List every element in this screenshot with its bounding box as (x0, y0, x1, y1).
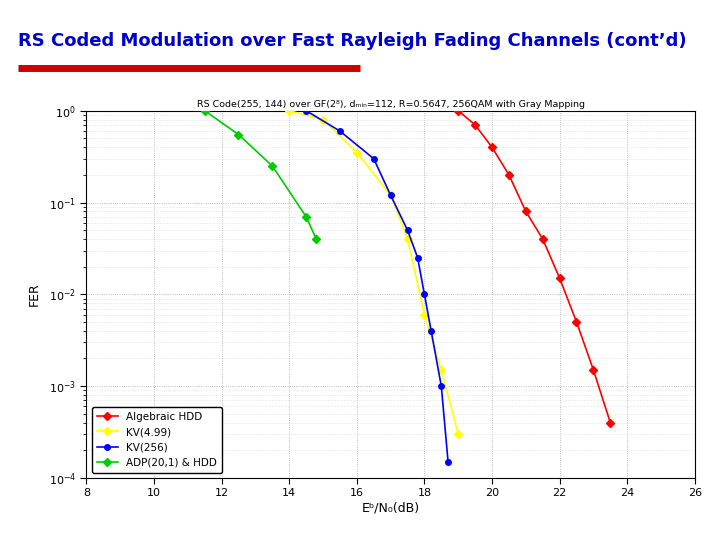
Y-axis label: FER: FER (28, 282, 41, 306)
Algebraic HDD (539, 236, 547, 242)
KV(4.99) (285, 107, 294, 114)
KV(4.99) (454, 431, 462, 437)
ADP(20,1) & HDD (302, 213, 310, 220)
ADP(20,1) & HDD (268, 163, 276, 169)
Legend: Algebraic HDD, KV(4.99), KV(256), ADP(20,1) & HDD: Algebraic HDD, KV(4.99), KV(256), ADP(20… (91, 407, 222, 472)
KV(256) (437, 383, 446, 389)
Algebraic HDD (572, 319, 581, 325)
Algebraic HDD (454, 107, 462, 114)
Line: KV(4.99): KV(4.99) (287, 108, 461, 437)
KV(256) (427, 328, 436, 334)
ADP(20,1) & HDD (200, 107, 209, 114)
KV(4.99) (420, 312, 428, 318)
KV(256) (336, 128, 344, 134)
KV(4.99) (319, 116, 328, 123)
Text: RS Coded Modulation over Fast Rayleigh Fading Channels (cont’d): RS Coded Modulation over Fast Rayleigh F… (18, 31, 687, 50)
Algebraic HDD (606, 420, 615, 426)
KV(256) (386, 192, 395, 199)
Line: KV(256): KV(256) (303, 108, 451, 464)
KV(256) (369, 156, 378, 162)
KV(256) (302, 107, 310, 114)
Algebraic HDD (589, 367, 598, 373)
Algebraic HDD (521, 208, 530, 214)
ADP(20,1) & HDD (312, 236, 320, 242)
KV(256) (444, 458, 452, 465)
Line: Algebraic HDD: Algebraic HDD (456, 108, 613, 426)
Algebraic HDD (505, 172, 513, 178)
Title: RS Code(255, 144) over GF(2⁸), dₘᵢₙ=112, R=0.5647, 256QAM with Gray Mapping: RS Code(255, 144) over GF(2⁸), dₘᵢₙ=112,… (197, 99, 585, 109)
Algebraic HDD (555, 275, 564, 281)
KV(4.99) (403, 236, 412, 242)
X-axis label: Eᵇ/N₀(dB): Eᵇ/N₀(dB) (361, 501, 420, 514)
KV(256) (420, 291, 428, 298)
Line: ADP(20,1) & HDD: ADP(20,1) & HDD (202, 108, 319, 242)
ADP(20,1) & HDD (234, 131, 243, 138)
KV(256) (403, 227, 412, 233)
Algebraic HDD (471, 122, 480, 128)
KV(4.99) (437, 367, 446, 373)
KV(256) (413, 254, 422, 261)
KV(4.99) (386, 192, 395, 199)
KV(4.99) (353, 150, 361, 156)
Algebraic HDD (487, 144, 496, 151)
